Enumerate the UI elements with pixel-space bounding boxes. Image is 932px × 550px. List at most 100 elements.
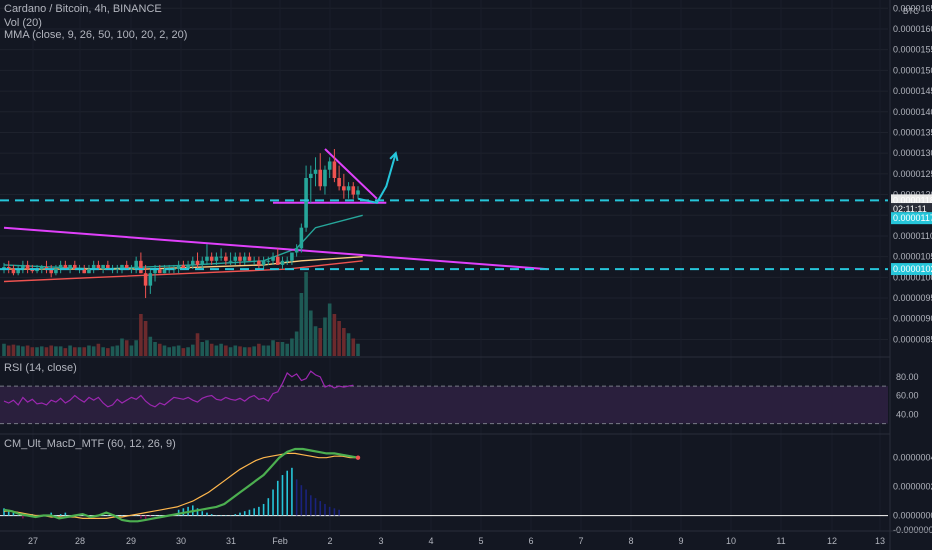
candle-body <box>101 264 105 270</box>
volume-bar <box>209 343 214 356</box>
macd-histogram-bar <box>121 515 123 517</box>
volume-bar <box>280 342 285 356</box>
volume-bar <box>346 333 351 356</box>
volume-legend[interactable]: Vol (20) <box>4 17 42 29</box>
volume-bar <box>91 346 96 356</box>
rsi-pane <box>0 370 888 425</box>
macd-histogram-bar <box>262 503 265 516</box>
candle-body <box>342 186 346 191</box>
candle-body <box>11 269 16 274</box>
price-tick-label: 0.00001650 <box>893 3 932 13</box>
trend-line[interactable] <box>3 226 547 271</box>
time-axis[interactable]: 27 28 29 30 31 Feb 2 3 4 5 6 7 8 9 10 11 12 13 <box>28 536 885 546</box>
macd-histogram-bar <box>281 475 284 516</box>
macd-legend[interactable]: CM_Ult_MacD_MTF (60, 12, 26, 9) <box>4 438 176 450</box>
rsi-band <box>0 386 888 424</box>
macd-histogram-bar <box>234 514 237 516</box>
macd-histogram-bar <box>206 512 208 516</box>
macd-histogram-bar <box>253 508 255 516</box>
macd-histogram-bar <box>286 470 288 516</box>
candle-body <box>106 264 110 270</box>
candle-body <box>139 260 143 274</box>
macd-histogram-bar <box>295 479 298 516</box>
symbol-title[interactable]: Cardano / Bitcoin, 4h, BINANCE <box>4 3 162 15</box>
time-tick-label: Feb <box>272 536 288 546</box>
price-badge-text: 0.00001186 <box>893 195 932 205</box>
macd-histogram-bar <box>215 515 218 517</box>
volume-bar <box>323 317 327 356</box>
volume-bar <box>96 343 101 356</box>
macd-histogram-bar <box>196 508 199 516</box>
candle-body <box>275 256 280 265</box>
candle-body <box>63 264 68 270</box>
time-tick-label: 7 <box>578 536 583 546</box>
macd-pane <box>0 447 888 523</box>
currency-label: BTC <box>903 7 919 16</box>
candle-body <box>318 169 323 187</box>
rsi-legend[interactable]: RSI (14, close) <box>4 362 77 374</box>
volume-bar <box>318 328 323 356</box>
macd-histogram-bar <box>333 508 336 516</box>
price-tick-label: 0.00001450 <box>893 86 932 96</box>
volume-bar <box>327 303 332 356</box>
volume-bar <box>176 345 181 356</box>
candle-body <box>299 227 304 249</box>
volume-bar <box>157 343 162 356</box>
volume-bar <box>110 346 115 356</box>
macd-histogram-bar <box>154 515 156 517</box>
volume-bar <box>44 347 49 356</box>
candle-body <box>143 273 148 286</box>
time-tick-label: 9 <box>678 536 683 546</box>
volume-bar <box>228 347 233 356</box>
candle-body <box>337 178 341 187</box>
macd-histogram-bar <box>239 512 241 516</box>
trend-line[interactable] <box>324 148 378 200</box>
volume-bar <box>77 347 82 356</box>
macd-histogram-bar <box>229 515 232 517</box>
candle-body <box>35 269 39 272</box>
volume-bar <box>129 345 134 356</box>
candle-body <box>44 267 49 270</box>
candle-body <box>280 260 285 265</box>
macd-histogram-bar <box>135 515 137 517</box>
volume-bar <box>332 314 337 356</box>
candle-body <box>186 264 190 270</box>
candle-body <box>228 260 233 262</box>
rsi-tick-label: 60.00 <box>896 391 919 401</box>
macd-line <box>3 447 359 523</box>
volume-bar <box>294 331 299 356</box>
price-tick-label: 0.00001500 <box>893 65 932 75</box>
candle-body <box>257 260 261 265</box>
candle-body <box>214 256 219 261</box>
support-lines[interactable] <box>0 199 888 271</box>
volume-bar <box>191 344 195 356</box>
candle-body <box>49 269 53 274</box>
time-tick-label: 11 <box>776 536 785 546</box>
time-tick-label: 6 <box>528 536 533 546</box>
macd-histogram-bar <box>338 509 340 516</box>
macd-histogram-bar <box>258 506 260 516</box>
volume-bar <box>247 347 252 356</box>
volume-bar <box>304 272 308 356</box>
macd-histogram-bar <box>50 512 52 516</box>
candle-body <box>209 256 214 261</box>
volume-bar <box>120 338 124 356</box>
mma-legend[interactable]: MMA (close, 9, 26, 50, 100, 20, 2, 20) <box>4 29 188 41</box>
candle-body <box>233 256 238 261</box>
drawing-tools[interactable] <box>3 148 547 271</box>
candle-body <box>134 260 138 270</box>
macd-histogram-bar <box>22 515 24 519</box>
volume-bar <box>313 326 318 356</box>
time-tick-label: 5 <box>478 536 483 546</box>
macd-histogram-bar <box>177 509 180 516</box>
volume-bar <box>21 346 25 356</box>
macd-histogram-bar <box>12 512 15 516</box>
price-badge-text: 0.00001178 <box>893 213 932 223</box>
candle-body <box>181 264 186 270</box>
price-axis[interactable]: 0.00001650 0.00001600 0.00001550 0.00001500… <box>891 3 932 535</box>
candle-body <box>200 260 205 265</box>
volume-bar <box>82 347 87 356</box>
candle-body <box>351 186 356 195</box>
volume-bar <box>224 345 228 356</box>
